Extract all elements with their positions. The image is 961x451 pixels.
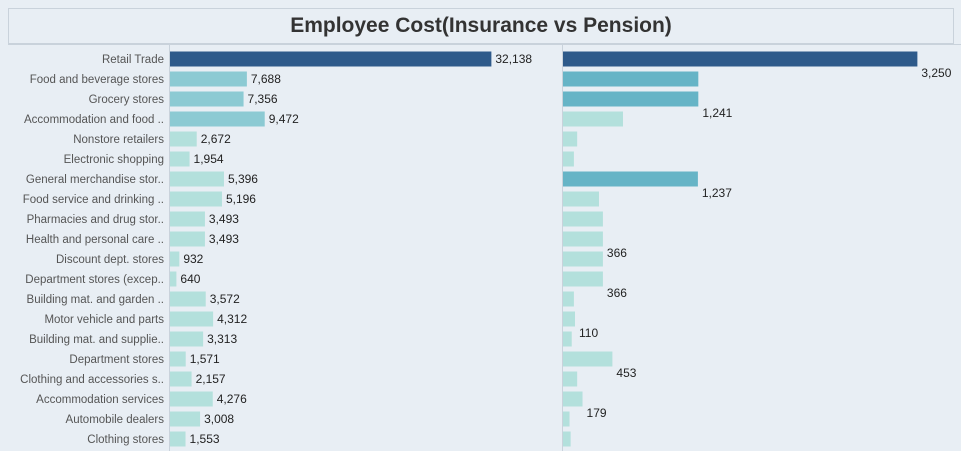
pension-bar[interactable] xyxy=(563,231,603,247)
pension-bar[interactable] xyxy=(563,351,613,367)
pension-bar[interactable] xyxy=(563,251,603,267)
insurance-bar[interactable] xyxy=(170,271,177,287)
pension-value-label: 1,241 xyxy=(702,106,732,120)
pension-bar[interactable] xyxy=(563,51,918,67)
insurance-bar[interactable] xyxy=(170,351,186,367)
title-box: Employee Cost(Insurance vs Pension) xyxy=(8,8,954,44)
bar-chart: Retail Trade 32,138 3,250 Food and beverage… xyxy=(20,45,952,451)
insurance-value-label: 1,954 xyxy=(194,152,224,166)
insurance-bar[interactable] xyxy=(170,231,205,247)
insurance-value-label: 7,356 xyxy=(248,92,278,106)
category-label: Nonstore retailers xyxy=(73,134,164,146)
insurance-bar[interactable] xyxy=(170,251,180,267)
pension-bar[interactable] xyxy=(563,171,698,187)
pension-bar[interactable] xyxy=(563,91,699,107)
pension-bar[interactable] xyxy=(563,111,623,127)
pension-bar[interactable] xyxy=(563,391,583,407)
insurance-value-label: 5,196 xyxy=(226,192,256,206)
insurance-bar[interactable] xyxy=(170,191,222,207)
insurance-bar[interactable] xyxy=(170,431,186,447)
category-label: Food service and drinking .. xyxy=(23,194,164,206)
pension-bar[interactable] xyxy=(563,131,578,147)
insurance-bar[interactable] xyxy=(170,111,265,127)
pension-value-label: 453 xyxy=(616,366,636,380)
insurance-value-label: 32,138 xyxy=(495,52,532,66)
category-label: Motor vehicle and parts xyxy=(44,314,164,326)
insurance-value-label: 4,276 xyxy=(217,392,247,406)
insurance-bar[interactable] xyxy=(170,211,205,227)
chart-title: Employee Cost(Insurance vs Pension) xyxy=(290,14,672,37)
insurance-bar[interactable] xyxy=(170,171,224,187)
insurance-bar[interactable] xyxy=(170,51,492,67)
pension-bar[interactable] xyxy=(563,411,570,427)
insurance-value-label: 3,572 xyxy=(210,292,240,306)
insurance-value-label: 3,313 xyxy=(207,332,237,346)
insurance-bar[interactable] xyxy=(170,411,201,427)
insurance-value-label: 1,553 xyxy=(190,432,220,446)
pension-bar[interactable] xyxy=(563,371,578,387)
insurance-value-label: 3,493 xyxy=(209,212,239,226)
category-label: Electronic shopping xyxy=(64,154,164,166)
category-label: Automobile dealers xyxy=(66,414,165,426)
category-label: General merchandise stor.. xyxy=(26,174,164,186)
insurance-value-label: 9,472 xyxy=(269,112,299,126)
pension-bar[interactable] xyxy=(563,311,575,327)
insurance-value-label: 2,157 xyxy=(196,372,226,386)
category-label: Food and beverage stores xyxy=(30,74,165,86)
pension-value-label: 3,250 xyxy=(921,66,951,80)
pension-value-label: 366 xyxy=(607,286,627,300)
category-label: Health and personal care .. xyxy=(26,234,164,246)
category-label: Clothing and accessories s.. xyxy=(20,374,164,386)
category-label: Grocery stores xyxy=(89,94,165,106)
pension-value-label: 366 xyxy=(607,246,627,260)
insurance-bar[interactable] xyxy=(170,91,244,107)
pension-value-label: 179 xyxy=(587,406,607,420)
insurance-bar[interactable] xyxy=(170,131,197,147)
category-label: Accommodation services xyxy=(36,394,164,406)
category-label: Retail Trade xyxy=(102,54,164,66)
pension-bar[interactable] xyxy=(563,291,574,307)
category-label: Accommodation and food .. xyxy=(24,114,164,126)
pension-bar[interactable] xyxy=(563,431,571,447)
insurance-value-label: 2,672 xyxy=(201,132,231,146)
insurance-bar[interactable] xyxy=(170,71,247,87)
pension-bar[interactable] xyxy=(563,211,603,227)
pension-value-label: 110 xyxy=(579,326,598,340)
chart-area: Retail Trade 32,138 3,250 Food and beverage… xyxy=(8,44,961,451)
insurance-bar[interactable] xyxy=(170,371,192,387)
category-label: Department stores xyxy=(69,354,164,366)
category-label: Building mat. and garden .. xyxy=(27,294,164,306)
pension-bar[interactable] xyxy=(563,191,599,207)
insurance-bar[interactable] xyxy=(170,151,190,167)
pension-bar[interactable] xyxy=(563,271,603,287)
pension-bar[interactable] xyxy=(563,71,699,87)
category-label: Clothing stores xyxy=(87,434,164,446)
insurance-value-label: 3,493 xyxy=(209,232,239,246)
pension-bar[interactable] xyxy=(563,331,572,347)
insurance-value-label: 3,008 xyxy=(204,412,234,426)
insurance-bar[interactable] xyxy=(170,311,214,327)
insurance-value-label: 640 xyxy=(180,272,200,286)
category-label: Building mat. and supplie.. xyxy=(29,334,164,346)
insurance-value-label: 5,396 xyxy=(228,172,258,186)
insurance-value-label: 1,571 xyxy=(190,352,220,366)
insurance-bar[interactable] xyxy=(170,331,204,347)
category-label: Pharmacies and drug stor.. xyxy=(27,214,164,226)
insurance-value-label: 7,688 xyxy=(251,72,281,86)
insurance-bar[interactable] xyxy=(170,391,213,407)
pension-value-label: 1,237 xyxy=(702,186,732,200)
pension-bar[interactable] xyxy=(563,151,574,167)
insurance-value-label: 4,312 xyxy=(217,312,247,326)
insurance-bar[interactable] xyxy=(170,291,206,307)
category-label: Discount dept. stores xyxy=(56,254,164,266)
insurance-value-label: 932 xyxy=(183,252,203,266)
category-label: Department stores (excep.. xyxy=(25,274,164,286)
